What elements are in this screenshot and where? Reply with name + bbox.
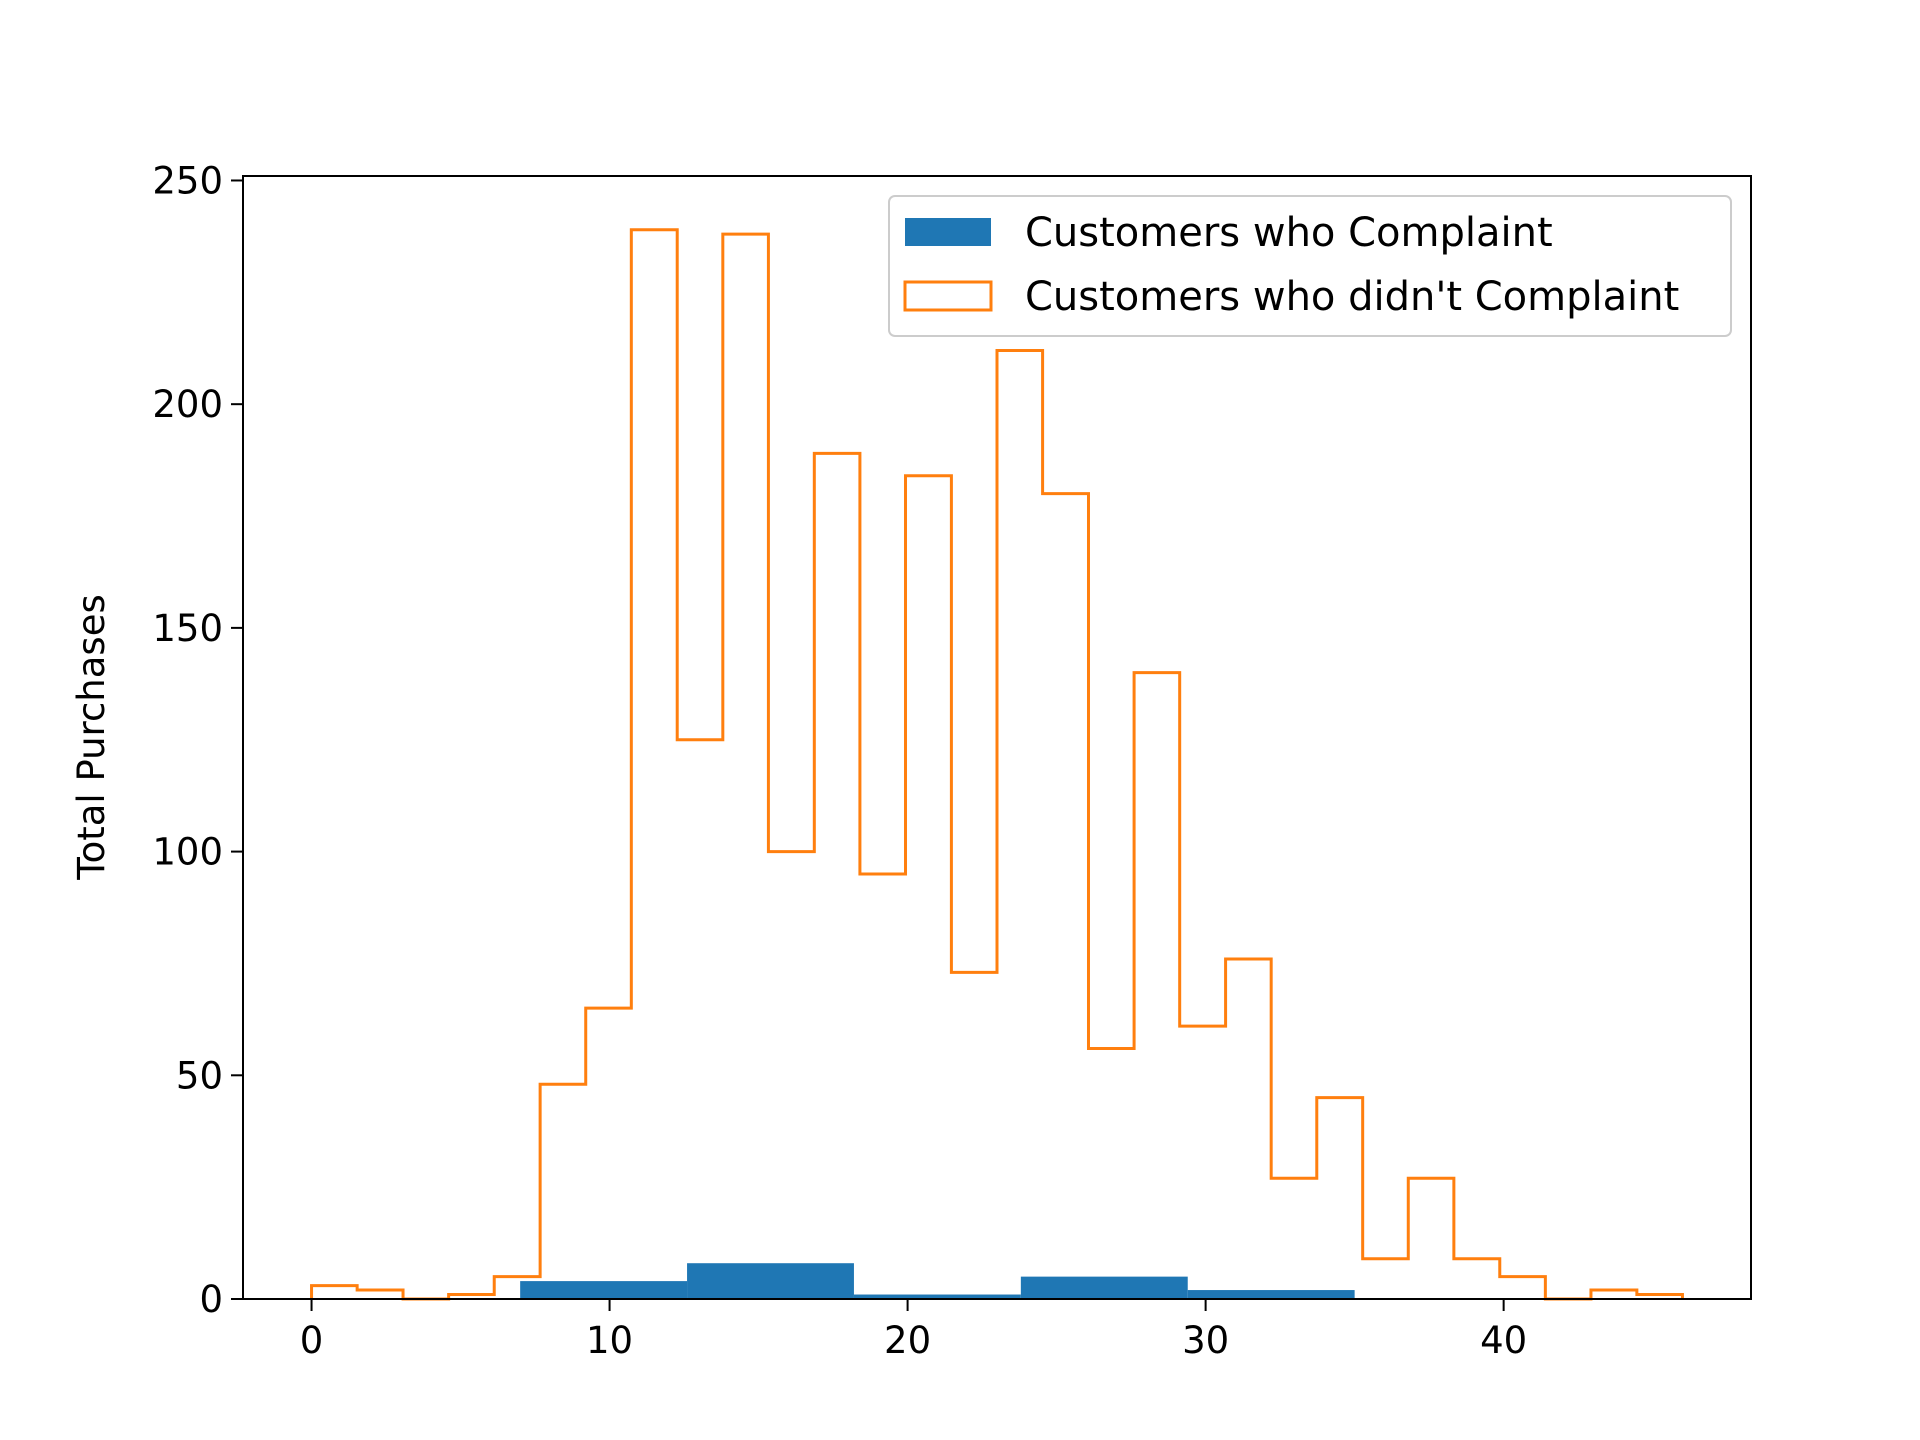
legend-swatch-complaint [905,218,991,246]
no-complaint-steps [310,228,1684,1301]
legend: Customers who Complaint Customers who di… [888,195,1732,337]
plot-frame [242,175,1752,1300]
x-tick-label: 0 [300,1319,324,1362]
complaint-bar [1187,1290,1355,1299]
no-complaint-step-line [310,228,1684,1301]
legend-label-no-complaint: Customers who didn't Complaint [1025,274,1679,320]
complaint-bar [687,1263,854,1299]
x-axis-ticks: 0 10 20 30 40 [300,1299,1527,1362]
complaint-bar [853,1294,1021,1299]
y-tick-label: 50 [176,1054,223,1097]
complaint-bars [520,1263,1355,1299]
complaint-bar [1020,1276,1188,1299]
y-tick-label: 150 [152,607,223,650]
complaint-bar [520,1281,688,1299]
y-axis-label: Total Purchases [70,594,113,880]
y-axis-ticks: 0 50 100 150 200 250 [152,159,243,1321]
y-tick-label: 250 [152,159,223,202]
x-tick-label: 20 [884,1319,931,1362]
x-tick-label: 10 [586,1319,633,1362]
y-tick-label: 100 [152,831,223,874]
x-tick-label: 30 [1182,1319,1229,1362]
legend-frame [888,195,1732,337]
y-tick-label: 0 [199,1278,223,1321]
legend-label-complaint: Customers who Complaint [1025,210,1553,256]
y-tick-label: 200 [152,383,223,426]
legend-swatch-no-complaint [903,280,993,312]
x-tick-label: 40 [1480,1319,1527,1362]
